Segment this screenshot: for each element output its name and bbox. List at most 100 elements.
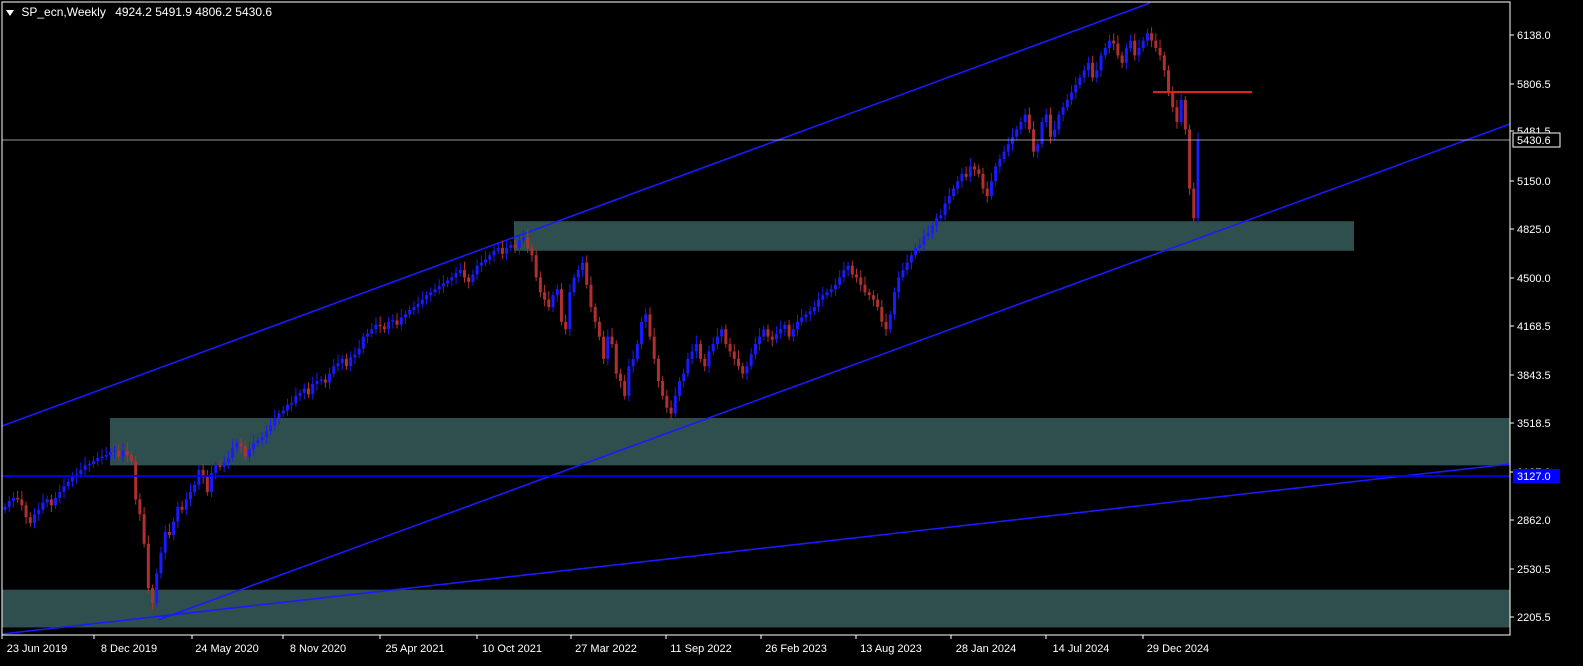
candle <box>682 368 686 388</box>
candle <box>54 491 58 510</box>
candle <box>387 316 391 335</box>
candle <box>884 313 888 336</box>
candle <box>766 324 770 342</box>
candle <box>926 224 930 240</box>
candle <box>951 184 955 200</box>
candle <box>505 239 509 261</box>
y-tick-label: 2530.5 <box>1517 564 1551 576</box>
horizontal-level-tag <box>1513 469 1560 483</box>
candle <box>475 259 479 280</box>
candle <box>821 286 825 307</box>
candle <box>618 368 622 388</box>
candle <box>121 443 125 462</box>
candle <box>1048 107 1052 144</box>
candle <box>425 291 429 305</box>
candle <box>1175 99 1179 129</box>
candle <box>737 350 741 370</box>
candle <box>108 448 112 461</box>
candle <box>129 451 133 465</box>
candle <box>547 291 551 311</box>
candle <box>1166 65 1170 97</box>
candle <box>176 501 180 529</box>
candle <box>901 262 905 282</box>
candle <box>193 480 197 496</box>
candle <box>597 316 601 341</box>
candle <box>796 314 800 336</box>
candle <box>741 362 745 379</box>
x-tick-label: 8 Nov 2020 <box>290 643 346 655</box>
candle <box>83 456 87 475</box>
zone-4800[interactable] <box>514 221 1354 251</box>
candle <box>163 524 167 560</box>
candle <box>399 308 403 330</box>
candle <box>1074 76 1078 100</box>
candle <box>323 374 327 388</box>
candle <box>104 446 108 461</box>
candle <box>812 300 816 316</box>
candle <box>644 308 648 329</box>
candle <box>450 272 454 286</box>
zone-2230[interactable] <box>2 589 1510 628</box>
candle <box>243 440 247 461</box>
candle <box>488 251 492 265</box>
candle <box>973 162 977 177</box>
candle <box>1179 91 1183 126</box>
candle <box>720 325 724 344</box>
candle <box>732 344 736 366</box>
candle <box>45 495 49 508</box>
y-tick-label: 4500.0 <box>1517 273 1551 285</box>
candle <box>134 456 138 505</box>
channel-lower-trendline[interactable] <box>157 123 1511 621</box>
candle <box>446 276 450 288</box>
candle <box>606 329 610 366</box>
candle <box>92 456 96 468</box>
candle <box>70 472 74 487</box>
candle <box>1124 43 1128 70</box>
candle <box>593 303 597 329</box>
candle <box>184 492 188 515</box>
candle <box>319 375 323 385</box>
candle <box>817 292 821 313</box>
candle <box>264 425 268 444</box>
current-price-tag <box>1512 132 1561 148</box>
candle <box>652 328 656 364</box>
candle <box>855 268 859 283</box>
candle <box>968 157 972 182</box>
candle <box>1032 120 1036 157</box>
candle <box>897 271 901 299</box>
candle <box>269 418 273 436</box>
candle <box>656 355 660 388</box>
candle <box>117 444 121 461</box>
dropdown-triangle-icon[interactable] <box>6 9 14 16</box>
candle <box>11 491 15 508</box>
candle <box>24 501 28 524</box>
y-tick-label: 4825.0 <box>1517 224 1551 236</box>
candle <box>378 316 382 333</box>
candle <box>188 483 192 507</box>
candle <box>311 376 315 400</box>
candle <box>336 354 340 372</box>
candle <box>172 517 176 541</box>
candle <box>492 245 496 262</box>
candle <box>989 172 993 200</box>
candle <box>783 321 787 336</box>
candle <box>1141 36 1145 52</box>
y-tick-label: 2862.0 <box>1517 515 1551 527</box>
zone-3350[interactable] <box>110 418 1510 466</box>
candle <box>631 350 635 373</box>
candle <box>33 508 37 529</box>
candle <box>1154 33 1158 52</box>
candle <box>239 438 243 453</box>
candle <box>290 395 294 412</box>
long-term-support-trendline[interactable] <box>1 463 1511 635</box>
candle <box>800 308 804 326</box>
channel-upper-trendline[interactable] <box>1 2 1151 427</box>
candle <box>892 287 896 320</box>
candle <box>441 274 445 293</box>
symbol-label: SP_ecn,Weekly <box>21 5 106 19</box>
candle <box>1129 34 1133 52</box>
candle <box>1040 117 1044 148</box>
candle <box>699 340 703 363</box>
candle <box>956 176 960 194</box>
